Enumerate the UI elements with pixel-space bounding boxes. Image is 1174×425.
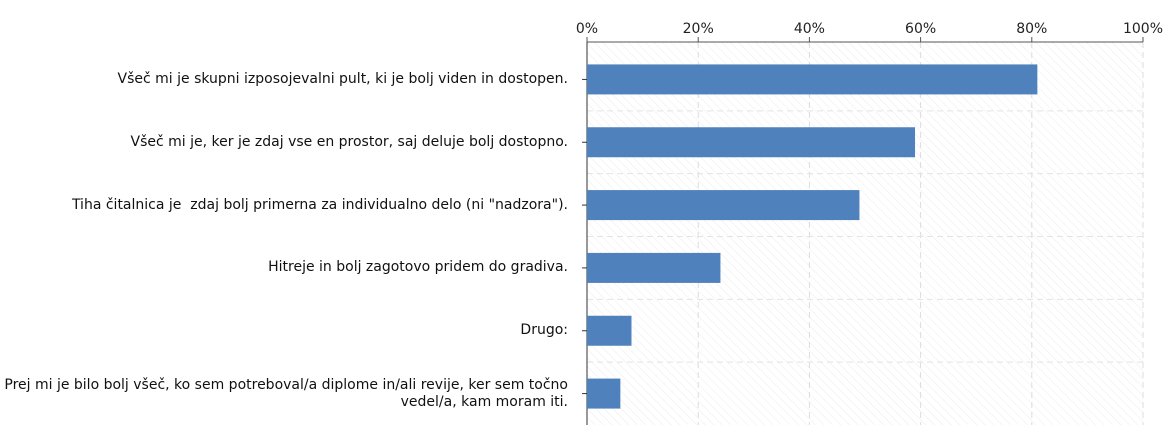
x-tick-label: 100% bbox=[1123, 21, 1163, 37]
category-label: Tiha čitalnica je zdaj bolj primerna za … bbox=[71, 196, 568, 213]
plot-background bbox=[587, 42, 1143, 425]
x-tick-label: 40% bbox=[794, 21, 825, 37]
bar bbox=[587, 64, 1038, 95]
x-tick-label: 20% bbox=[683, 21, 714, 37]
category-label: Hitreje in bolj zagotovo pridem do gradi… bbox=[268, 259, 568, 276]
bar bbox=[587, 378, 621, 409]
x-tick-label: 60% bbox=[905, 21, 936, 37]
category-label: Všeč mi je skupni izposojevalni pult, ki… bbox=[117, 70, 568, 87]
bar bbox=[587, 190, 860, 221]
bar bbox=[587, 315, 632, 346]
category-label: Všeč mi je, ker je zdaj vse en prostor, … bbox=[130, 133, 568, 150]
bar bbox=[587, 127, 916, 158]
category-label: Prej mi je bilo bolj všeč, ko sem potreb… bbox=[4, 376, 573, 410]
x-tick-label: 80% bbox=[1016, 21, 1047, 37]
x-tick-label: 0% bbox=[576, 21, 598, 37]
category-label: Drugo: bbox=[520, 322, 568, 339]
bar bbox=[587, 252, 721, 283]
